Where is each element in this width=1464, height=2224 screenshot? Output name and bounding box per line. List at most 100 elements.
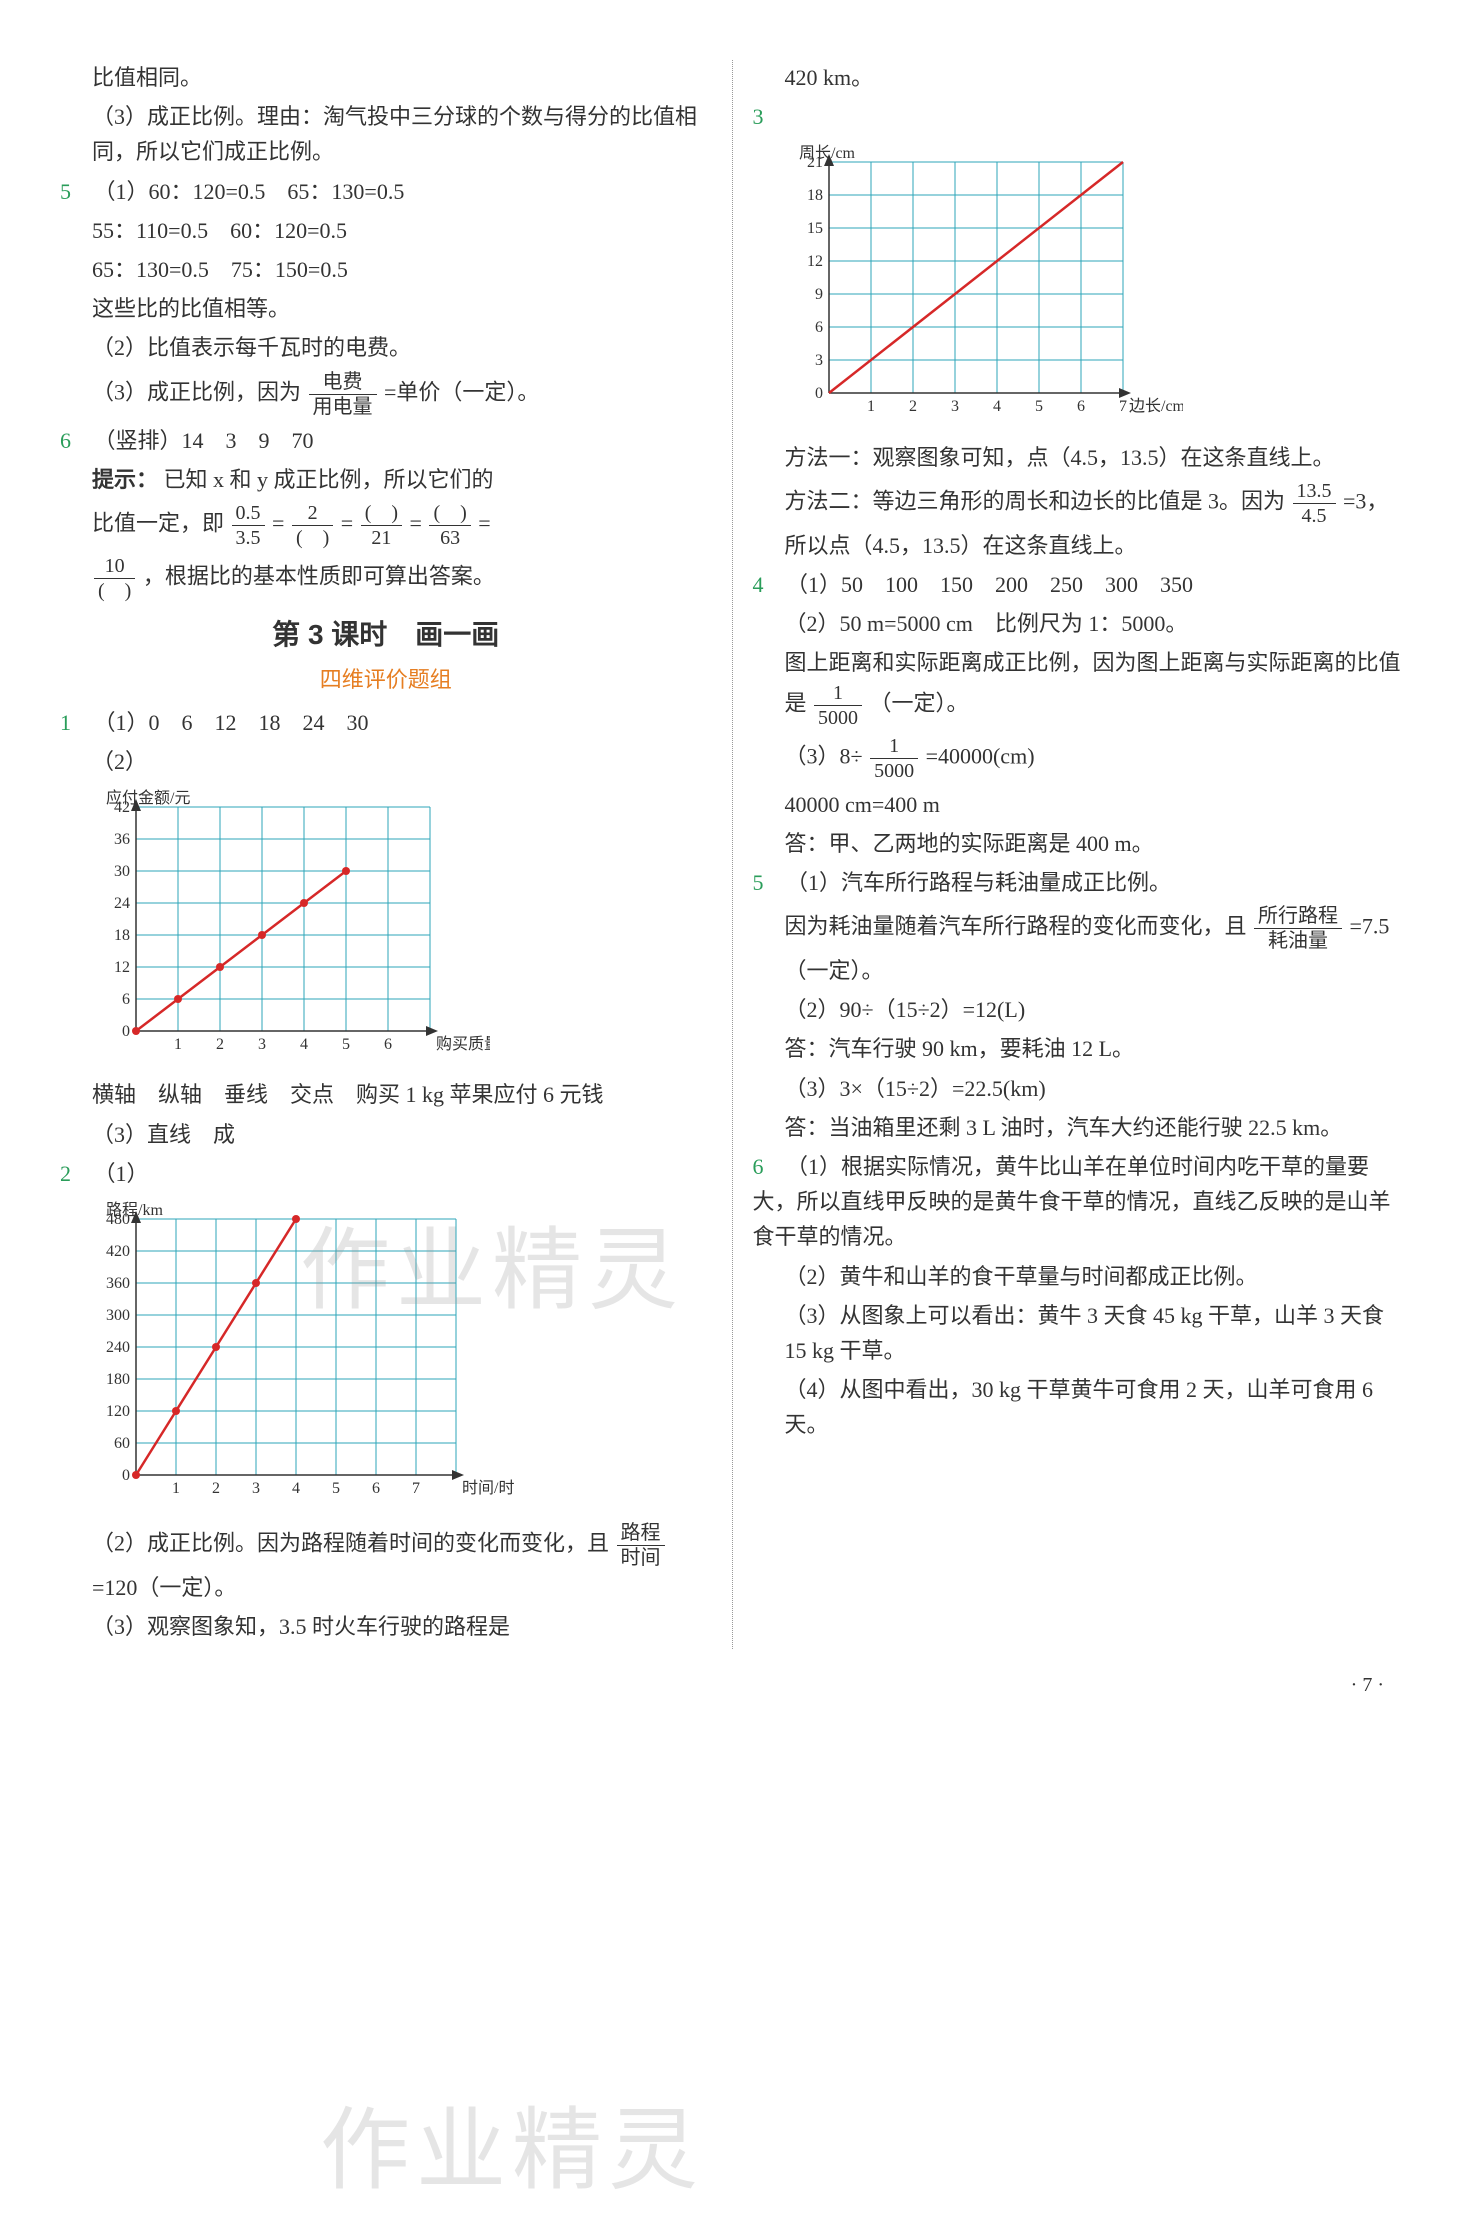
text-line: 因为耗油量随着汽车所行路程的变化而变化，且 所行路程耗油量 =7.5（一定）。 xyxy=(753,904,1405,988)
svg-text:4: 4 xyxy=(993,398,1001,415)
svg-text:6: 6 xyxy=(1077,398,1085,415)
svg-text:4: 4 xyxy=(300,1036,308,1053)
fraction: 15000 xyxy=(870,734,918,783)
text-span: 方法二：等边三角形的周长和边长的比值是 3。因为 xyxy=(785,488,1286,513)
text-bold: 提示： xyxy=(92,467,158,492)
text-line: （3）直线 成 xyxy=(60,1117,712,1152)
chart-3: 0369121518211234567周长/cm边长/cm xyxy=(783,142,1405,431)
fraction-top: 路程 xyxy=(617,1521,665,1546)
svg-text:边长/cm: 边长/cm xyxy=(1129,397,1183,415)
q6: 6 （竖排）14 3 9 70 xyxy=(60,423,712,458)
text-line: 横轴 纵轴 垂线 交点 购买 1 kg 苹果应付 6 元钱 xyxy=(60,1077,712,1112)
text-span: ，根据比的基本性质即可算出答案。 xyxy=(143,563,495,588)
fraction-bot: 63 xyxy=(429,526,470,550)
svg-text:9: 9 xyxy=(815,286,823,303)
text-line: 提示： 已知 x 和 y 成正比例，所以它们的 xyxy=(60,462,712,497)
fraction: 0.53.5 xyxy=(232,501,265,550)
svg-text:360: 360 xyxy=(106,1275,130,1292)
text-line: （2） xyxy=(60,744,712,779)
chart-2: 0601201802403003604204801234567路程/km时间/时 xyxy=(90,1199,712,1513)
question-number: 6 xyxy=(753,1149,781,1184)
text-line: （3）8÷ 15000 =40000(cm) xyxy=(753,734,1405,783)
text-line: （2）90÷（15÷2）=12(L) xyxy=(753,992,1405,1027)
svg-text:5: 5 xyxy=(1035,398,1043,415)
svg-text:5: 5 xyxy=(332,1480,340,1497)
text-span: （3）8÷ xyxy=(785,743,863,768)
text-line: 比值相同。 xyxy=(60,60,712,95)
text-line: （3）成正比例，因为 电费 用电量 =单价（一定）。 xyxy=(60,370,712,419)
fraction-top: 0.5 xyxy=(232,501,265,526)
svg-text:12: 12 xyxy=(114,959,130,976)
text-line: 55：110=0.5 60：120=0.5 xyxy=(60,213,712,248)
fraction-bot: 耗油量 xyxy=(1254,929,1342,953)
text-span: （3）成正比例，因为 xyxy=(92,379,301,404)
text-span: =40000(cm) xyxy=(926,743,1035,768)
fraction: ( )63 xyxy=(429,501,470,550)
fraction-top: 电费 xyxy=(309,370,377,395)
text-line: （1）50 100 150 200 250 300 350 xyxy=(786,572,1193,597)
fraction-bot: ( ) xyxy=(94,579,135,603)
fraction-bot: 时间 xyxy=(617,1546,665,1570)
text-line: （竖排）14 3 9 70 xyxy=(94,428,314,453)
text-line: （2）50 m=5000 cm 比例尺为 1：5000。 xyxy=(753,606,1405,641)
text-span: = xyxy=(410,510,422,535)
svg-text:6: 6 xyxy=(122,991,130,1008)
svg-text:2: 2 xyxy=(216,1036,224,1053)
text-line: 图上距离和实际距离成正比例，因为图上距离与实际距离的比值是 15000 （一定）… xyxy=(753,645,1405,729)
text-line: （1）汽车所行路程与耗油量成正比例。 xyxy=(786,870,1171,895)
question-number: 6 xyxy=(60,423,88,458)
svg-text:0: 0 xyxy=(122,1467,130,1484)
svg-text:7: 7 xyxy=(1119,398,1127,415)
page-number: · 7 · xyxy=(40,1669,1424,1701)
svg-text:36: 36 xyxy=(114,831,130,848)
question-number: 2 xyxy=(60,1156,88,1191)
section-title: 第 3 课时 画一画 xyxy=(60,613,712,658)
q1: 1 （1）0 6 12 18 24 30 xyxy=(60,705,712,740)
fraction: ( )21 xyxy=(361,501,402,550)
text-line: 比值一定，即 0.53.5 = 2( ) = ( )21 = ( )63 = xyxy=(60,501,712,550)
fraction: 15000 xyxy=(814,681,862,730)
text-line: （3）成正比例。理由：淘气投中三分球的个数与得分的比值相同，所以它们成正比例。 xyxy=(60,99,712,169)
svg-text:路程/km: 路程/km xyxy=(106,1201,163,1219)
fraction: 路程时间 xyxy=(617,1521,665,1570)
text-line: 这些比的比值相等。 xyxy=(60,291,712,326)
right-column: 420 km。 3 0369121518211234567周长/cm边长/cm … xyxy=(733,60,1425,1649)
svg-text:12: 12 xyxy=(807,253,823,270)
fraction: 10( ) xyxy=(94,554,135,603)
q5: 5 （1）60：120=0.5 65：130=0.5 xyxy=(60,174,712,209)
text-span: = xyxy=(341,510,353,535)
svg-text:3: 3 xyxy=(815,352,823,369)
question-number: 5 xyxy=(60,174,88,209)
text-line: 420 km。 xyxy=(753,60,1405,95)
q5r: 5 （1）汽车所行路程与耗油量成正比例。 xyxy=(753,865,1405,900)
text-line: （2）成正比例。因为路程随着时间的变化而变化，且 路程时间 =120（一定）。 xyxy=(60,1521,712,1605)
fraction-top: 13.5 xyxy=(1293,479,1336,504)
svg-text:180: 180 xyxy=(106,1371,130,1388)
svg-text:0: 0 xyxy=(815,385,823,402)
q3: 3 xyxy=(753,99,1405,134)
section-subtitle: 四维评价题组 xyxy=(60,662,712,697)
question-number: 1 xyxy=(60,705,88,740)
svg-text:2: 2 xyxy=(212,1480,220,1497)
svg-text:1: 1 xyxy=(867,398,875,415)
svg-text:18: 18 xyxy=(807,187,823,204)
svg-text:3: 3 xyxy=(951,398,959,415)
text-span: （一定）。 xyxy=(870,690,969,715)
fraction-top: ( ) xyxy=(361,501,402,526)
svg-text:2: 2 xyxy=(909,398,917,415)
svg-text:60: 60 xyxy=(114,1435,130,1452)
text-span: =单价（一定）。 xyxy=(384,379,539,404)
fraction-bot: 用电量 xyxy=(309,395,377,419)
svg-text:15: 15 xyxy=(807,220,823,237)
page-container: 比值相同。 （3）成正比例。理由：淘气投中三分球的个数与得分的比值相同，所以它们… xyxy=(40,60,1424,1649)
svg-text:18: 18 xyxy=(114,927,130,944)
watermark-2: 作业精灵 xyxy=(320,2080,704,2224)
question-number: 5 xyxy=(753,865,781,900)
svg-text:240: 240 xyxy=(106,1339,130,1356)
svg-text:0: 0 xyxy=(122,1023,130,1040)
text-line: （1）60：120=0.5 65：130=0.5 xyxy=(94,179,405,204)
fraction: 电费 用电量 xyxy=(309,370,377,419)
fraction-top: ( ) xyxy=(429,501,470,526)
svg-text:7: 7 xyxy=(412,1480,420,1497)
fraction-bot: 5000 xyxy=(870,759,918,783)
